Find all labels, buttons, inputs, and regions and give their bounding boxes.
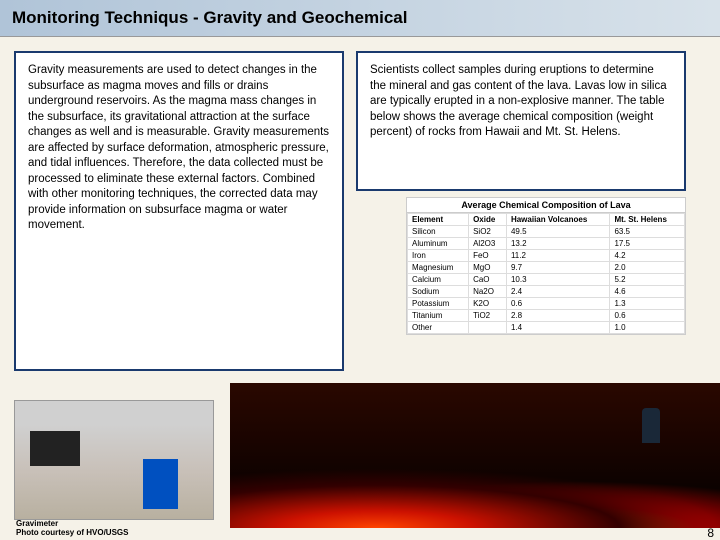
table-row: SiliconSiO249.563.5 — [408, 226, 685, 238]
table-cell: 2.0 — [610, 262, 685, 274]
table-cell: FeO — [469, 250, 507, 262]
table-row: CalciumCaO10.35.2 — [408, 274, 685, 286]
right-column: Scientists collect samples during erupti… — [356, 51, 696, 371]
lava-composition-table: ElementOxideHawaiian VolcanoesMt. St. He… — [407, 213, 685, 334]
lava-sampling-photo — [230, 383, 720, 528]
table-cell: SiO2 — [469, 226, 507, 238]
table-cell: 10.3 — [506, 274, 609, 286]
scientist-figure — [642, 408, 660, 443]
table-cell: Titanium — [408, 310, 469, 322]
table-cell: 9.7 — [506, 262, 609, 274]
table-header: Hawaiian Volcanoes — [506, 214, 609, 226]
table-cell: Aluminum — [408, 238, 469, 250]
geochem-textbox: Scientists collect samples during erupti… — [356, 51, 686, 191]
table-cell: 5.2 — [610, 274, 685, 286]
slide-title: Monitoring Techniqus - Gravity and Geoch… — [12, 8, 708, 28]
table-row: IronFeO11.24.2 — [408, 250, 685, 262]
table-cell: Magnesium — [408, 262, 469, 274]
gravity-textbox: Gravity measurements are used to detect … — [14, 51, 344, 371]
lava-glow — [230, 468, 720, 528]
table-cell: 4.6 — [610, 286, 685, 298]
table-cell: Al2O3 — [469, 238, 507, 250]
table-cell: K2O — [469, 298, 507, 310]
table-cell: 1.0 — [610, 322, 685, 334]
caption-line1: Gravimeter — [16, 519, 58, 528]
table-row: PotassiumK2O0.61.3 — [408, 298, 685, 310]
page-number: 8 — [707, 526, 714, 540]
table-cell: 17.5 — [610, 238, 685, 250]
table-title: Average Chemical Composition of Lava — [407, 198, 685, 213]
table-cell: Na2O — [469, 286, 507, 298]
table-cell: TiO2 — [469, 310, 507, 322]
table-cell: 63.5 — [610, 226, 685, 238]
content-row: Gravity measurements are used to detect … — [0, 37, 720, 371]
table-cell: 0.6 — [506, 298, 609, 310]
table-row: AluminumAl2O313.217.5 — [408, 238, 685, 250]
table-cell: 1.4 — [506, 322, 609, 334]
table-cell: 2.4 — [506, 286, 609, 298]
table-row: MagnesiumMgO9.72.0 — [408, 262, 685, 274]
table-cell: MgO — [469, 262, 507, 274]
table-cell — [469, 322, 507, 334]
table-cell: Iron — [408, 250, 469, 262]
caption-line2: Photo courtesy of HVO/USGS — [16, 528, 128, 537]
geochem-text: Scientists collect samples during erupti… — [370, 63, 672, 141]
table-cell: 11.2 — [506, 250, 609, 262]
table-cell: 1.3 — [610, 298, 685, 310]
table-header: Mt. St. Helens — [610, 214, 685, 226]
table-row: SodiumNa2O2.44.6 — [408, 286, 685, 298]
slide-header: Monitoring Techniqus - Gravity and Geoch… — [0, 0, 720, 37]
gravimeter-photo — [14, 400, 214, 520]
table-row: Other 1.41.0 — [408, 322, 685, 334]
table-cell: 49.5 — [506, 226, 609, 238]
table-cell: 13.2 — [506, 238, 609, 250]
table-cell: Other — [408, 322, 469, 334]
lava-table-container: Average Chemical Composition of Lava Ele… — [406, 197, 686, 335]
table-cell: Calcium — [408, 274, 469, 286]
table-header: Element — [408, 214, 469, 226]
table-cell: Sodium — [408, 286, 469, 298]
table-cell: 2.8 — [506, 310, 609, 322]
photo-caption: Gravimeter Photo courtesy of HVO/USGS — [16, 520, 128, 538]
gravity-text: Gravity measurements are used to detect … — [28, 63, 330, 234]
table-header: Oxide — [469, 214, 507, 226]
table-cell: Potassium — [408, 298, 469, 310]
bottom-image-row — [14, 400, 214, 520]
table-cell: Silicon — [408, 226, 469, 238]
table-row: TitaniumTiO22.80.6 — [408, 310, 685, 322]
table-cell: 0.6 — [610, 310, 685, 322]
table-cell: CaO — [469, 274, 507, 286]
table-cell: 4.2 — [610, 250, 685, 262]
